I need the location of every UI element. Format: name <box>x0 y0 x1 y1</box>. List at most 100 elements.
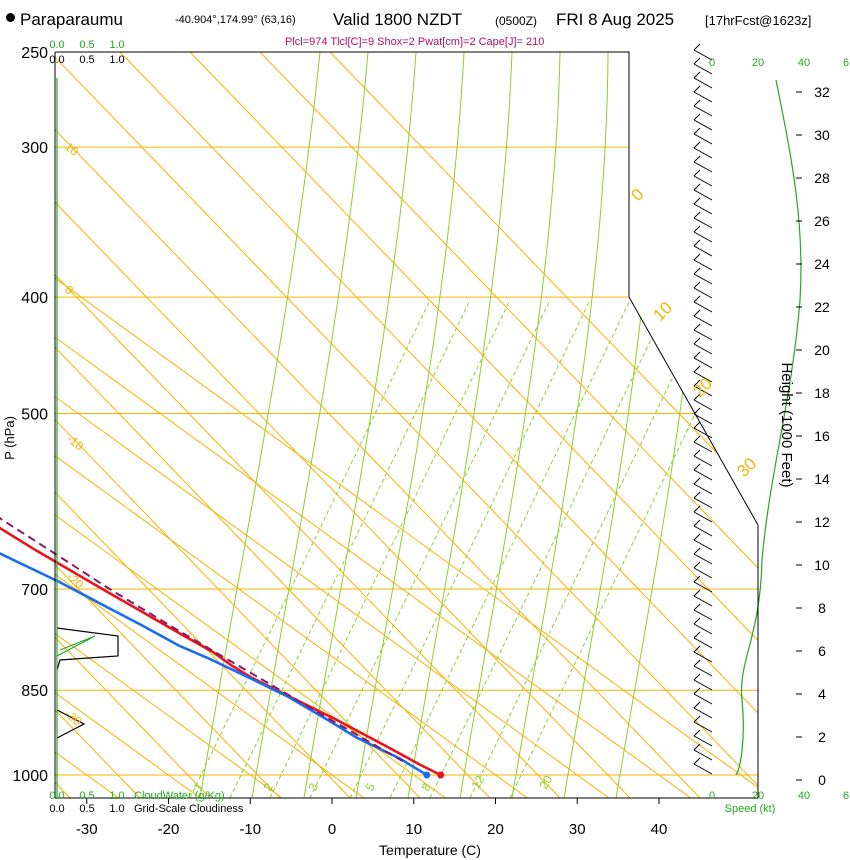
pressure-tick-label: 1000 <box>12 768 48 785</box>
wind-barb <box>693 337 713 355</box>
wind-barb <box>693 295 713 313</box>
speed-scale-bottom: 6 <box>843 790 849 802</box>
height-tick-label: 4 <box>818 686 826 702</box>
speed-label: Speed (kt) <box>725 803 776 815</box>
wind-barb <box>693 169 713 187</box>
moist-adiabat-line <box>303 52 417 798</box>
mixing-ratio-line <box>189 299 431 798</box>
station-name: Paraparaumu <box>20 10 124 29</box>
wind-barb <box>693 43 713 61</box>
moist-adiabat-line <box>199 52 321 798</box>
wind-barb <box>693 589 713 607</box>
wind-barb <box>693 379 713 397</box>
mixing-ratio-line <box>429 299 671 798</box>
forecast-run: [17hrFcst@1623z] <box>705 13 812 28</box>
speed-scale-top: 20 <box>752 57 764 69</box>
height-tick-label: 26 <box>814 213 830 229</box>
wind-barb <box>693 155 713 173</box>
pressure-tick-label: 300 <box>21 140 48 157</box>
mixing-ratio-label: 20 <box>536 773 555 792</box>
dry-adiabat-line <box>55 52 701 798</box>
pressure-tick-label: 700 <box>21 582 48 599</box>
moist-adiabat-line <box>251 52 369 798</box>
height-tick-label: 18 <box>814 385 830 401</box>
wind-barb <box>693 533 713 551</box>
wind-barb <box>693 729 713 747</box>
height-tick-label: 12 <box>814 514 830 530</box>
wind-barb <box>693 225 713 243</box>
wind-barb <box>693 505 713 523</box>
cloudiness-scale-top: 0.0 <box>49 54 64 66</box>
cloudwater-profile <box>56 635 96 657</box>
mixing-ratio-label: 12 <box>468 773 487 792</box>
height-tick-label: 0 <box>818 772 826 788</box>
wind-barb <box>693 267 713 285</box>
wind-barb <box>693 281 713 299</box>
mixing-ratio-line <box>309 299 551 798</box>
wind-barb <box>693 365 713 383</box>
cloudiness-profile <box>56 709 86 739</box>
cloudwater-scale-bottom: 0.5 <box>79 790 94 802</box>
dry-adiabat-line <box>55 52 211 798</box>
wind-barb <box>693 463 713 481</box>
height-tick-label: 2 <box>818 729 826 745</box>
wind-speed-profile <box>735 79 802 776</box>
moist-adiabat-line <box>355 52 465 798</box>
cloudiness-scale-bottom: 0.5 <box>79 803 94 815</box>
speed-scale-top: 0 <box>709 57 715 69</box>
dry-adiabat-line <box>329 52 758 798</box>
cloudiness-scale-bottom: 0.0 <box>49 803 64 815</box>
wind-barb <box>693 57 713 75</box>
height-tick-label: 30 <box>814 127 830 143</box>
utc-time: (0500Z) <box>495 14 538 28</box>
wind-barb <box>693 351 713 369</box>
wind-barb <box>693 393 713 411</box>
dry-adiabat-line <box>55 52 631 798</box>
temp-tick-label: -10 <box>239 821 261 838</box>
wind-barb <box>693 197 713 215</box>
wind-barb <box>693 491 713 509</box>
wind-barb <box>693 603 713 621</box>
moist-adiabat-line <box>511 52 609 798</box>
speed-scale-bottom: 40 <box>798 790 810 802</box>
temp-tick-label: 0 <box>328 821 336 838</box>
isotherm-line <box>55 52 119 798</box>
wind-barb <box>693 323 713 341</box>
temp-tick-label: 20 <box>487 821 504 838</box>
height-tick-label: 24 <box>814 256 830 272</box>
isotherm-line <box>55 52 692 798</box>
speed-scale-bottom: 0 <box>709 790 715 802</box>
valid-time: Valid 1800 NZDT <box>333 10 463 29</box>
wind-barb <box>693 113 713 131</box>
cloudwater-label: CloudWater (g/Kg) <box>134 790 225 802</box>
station-bullet-icon <box>6 13 15 22</box>
wind-barb <box>693 617 713 635</box>
height-tick-label: 16 <box>814 428 830 444</box>
cloudwater-scale-top: 0.5 <box>79 39 94 51</box>
plot-frame <box>55 51 759 526</box>
stability-indices: Plcl=974 Tlcl[C]=9 Shox=2 Pwat[cm]=2 Cap… <box>285 36 545 48</box>
wind-barb <box>693 743 713 761</box>
speed-scale-top: 6 <box>843 57 849 69</box>
wind-barb <box>693 85 713 103</box>
wind-barb <box>693 127 713 145</box>
temp-tick-label: -20 <box>158 821 180 838</box>
dry-adiabat-line <box>259 52 758 798</box>
cloudwater-scale-top: 0.0 <box>49 39 64 51</box>
mixing-ratio-line <box>229 299 471 798</box>
isotherm-label: 30 <box>733 454 760 481</box>
wind-barb <box>693 253 713 271</box>
height-axis-title: Height (1000 Feet) <box>778 362 795 487</box>
wind-barb <box>693 449 713 467</box>
cloudwater-scale-top: 1.0 <box>109 39 124 51</box>
cloudiness-scale-bottom: 1.0 <box>109 803 124 815</box>
wind-barb <box>693 645 713 663</box>
height-tick-label: 22 <box>814 299 830 315</box>
station-coords: -40.904°,174.99° (63,16) <box>175 14 296 26</box>
height-tick-label: 6 <box>818 643 826 659</box>
mixing-ratio-line <box>469 299 711 798</box>
forecast-date: FRI 8 Aug 2025 <box>556 10 675 29</box>
cloudwater-scale-bottom: 0.0 <box>49 790 64 802</box>
